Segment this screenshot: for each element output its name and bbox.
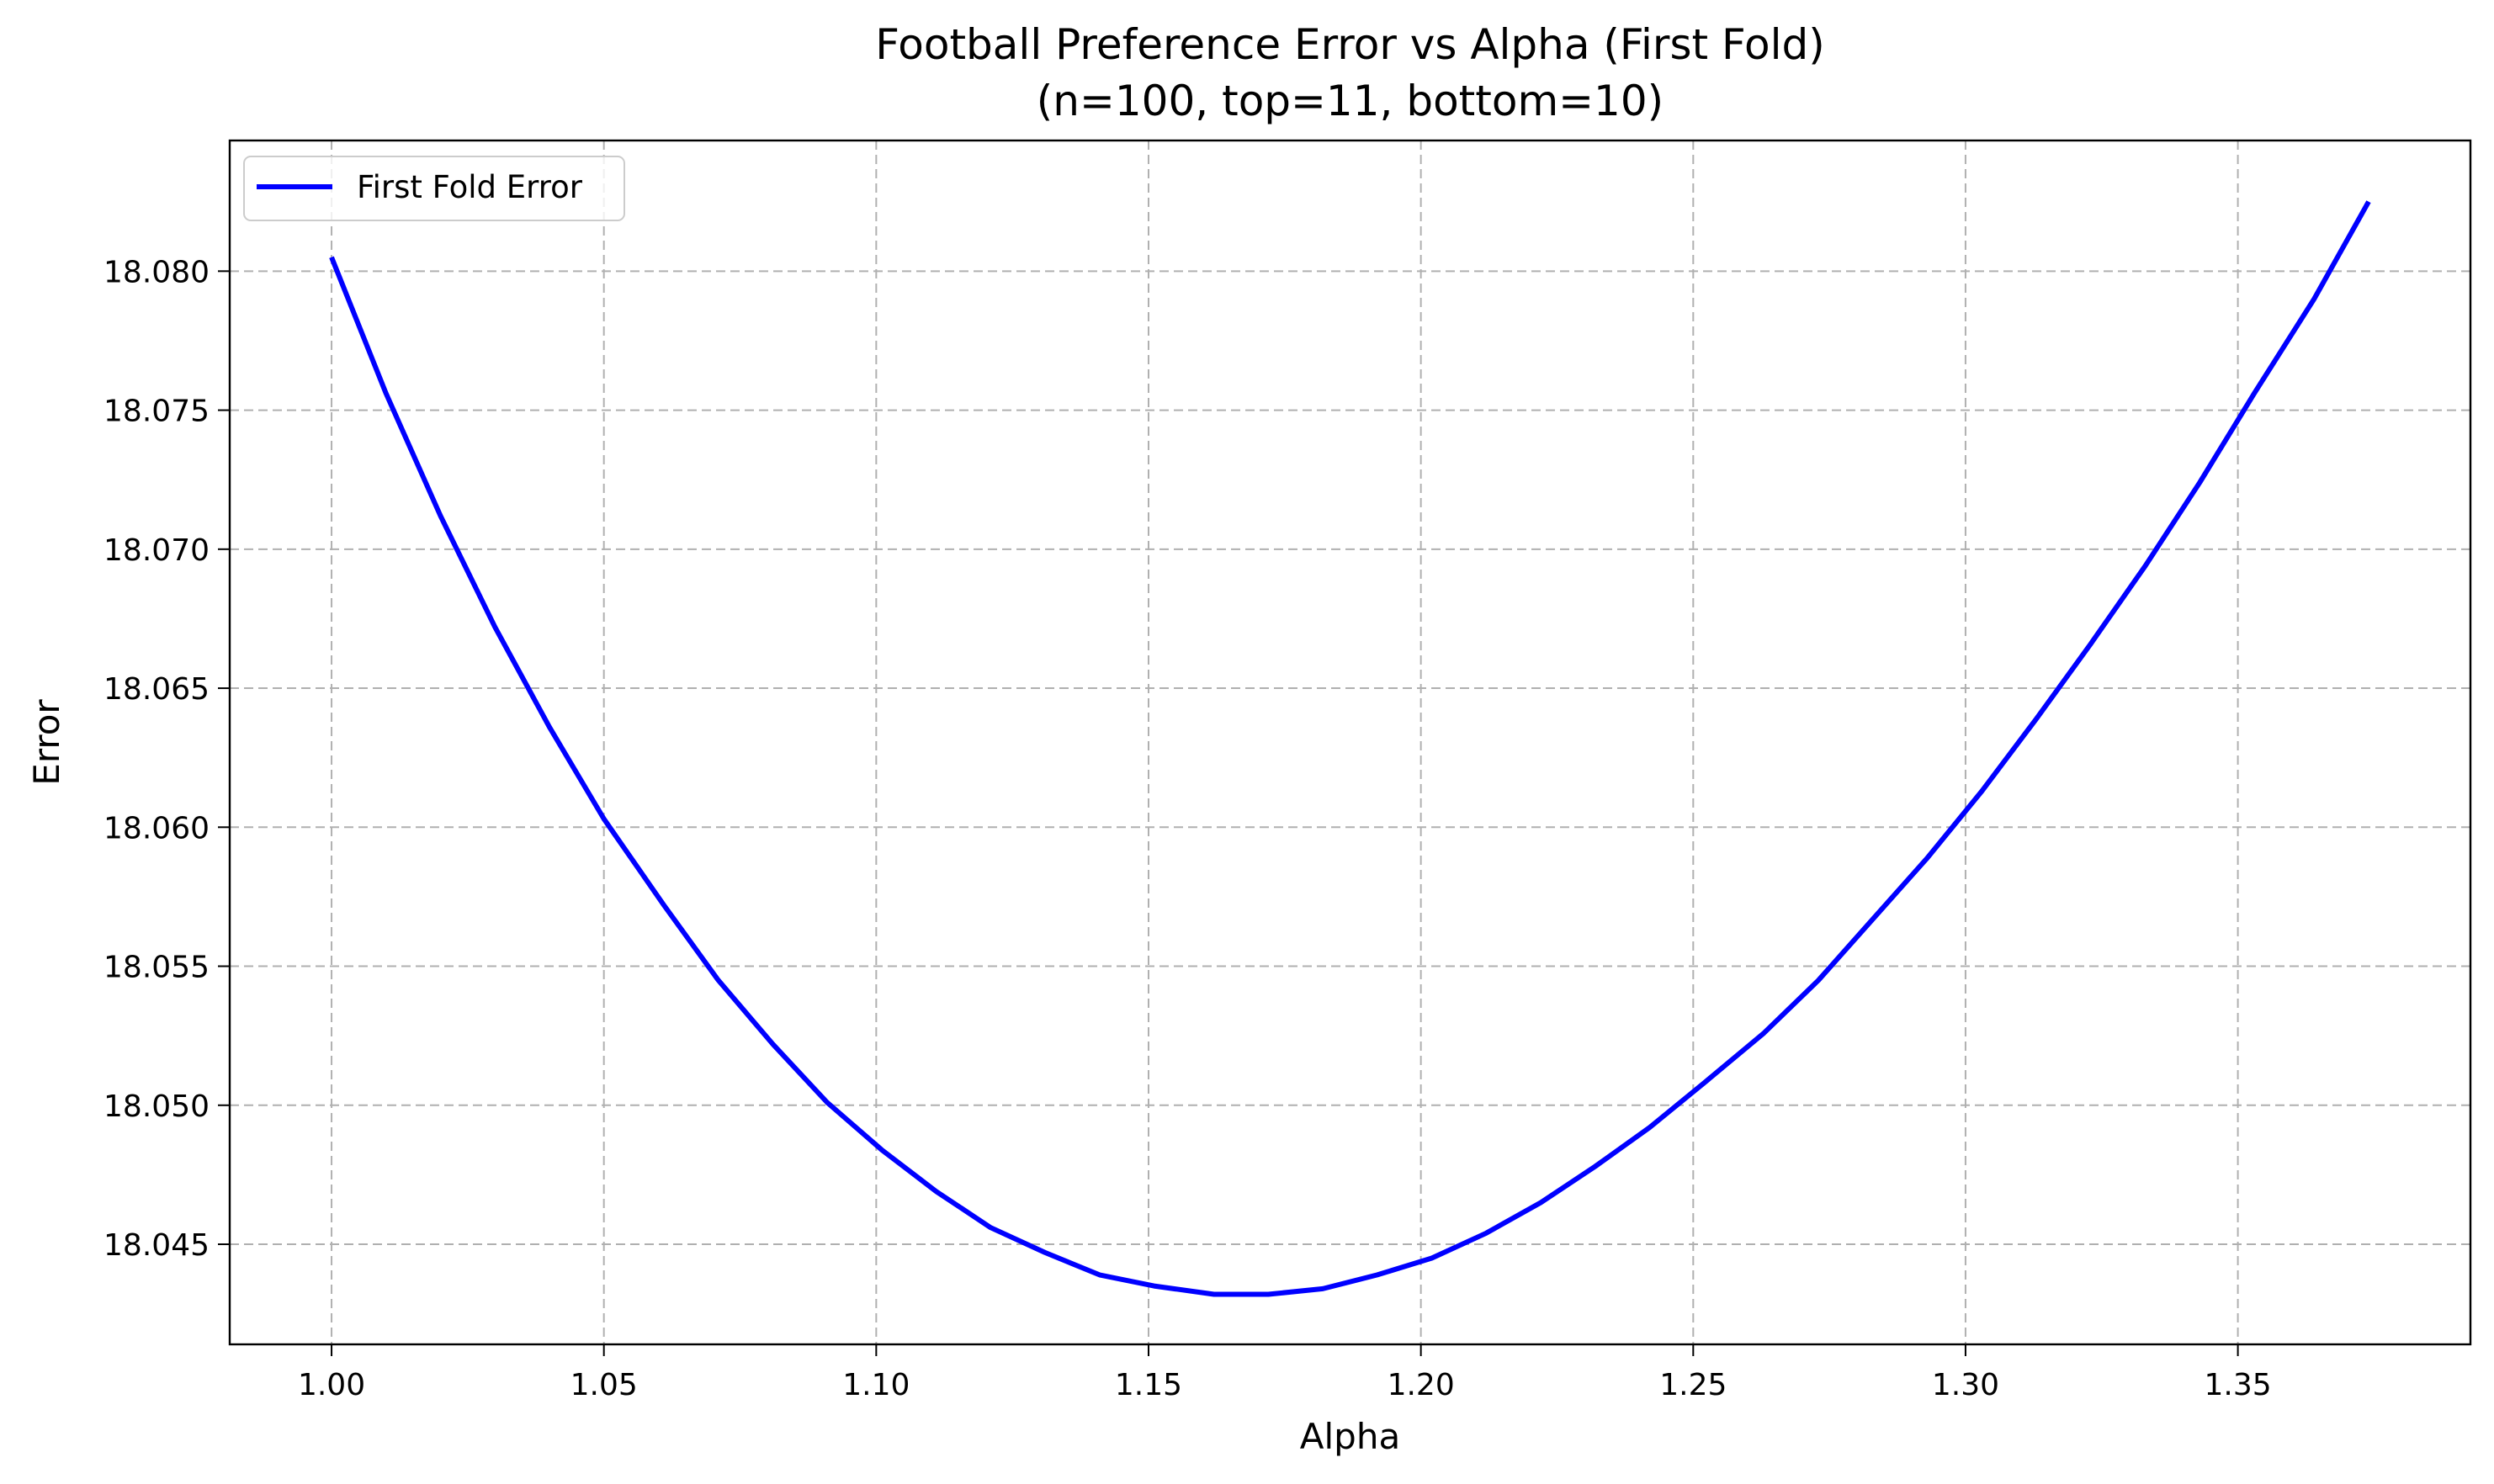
x-tick-label: 1.05 bbox=[570, 1368, 638, 1402]
legend: First Fold Error bbox=[243, 156, 625, 221]
y-tick-label: 18.075 bbox=[103, 395, 210, 429]
y-tick-label: 18.055 bbox=[103, 951, 210, 985]
ticks: 1.00 1.05 1.10 1.15 1.20 1.25 1.30 1.35 18.045 18… bbox=[103, 255, 2272, 1402]
chart-subtitle: (n=100, top=11, bottom=10) bbox=[1037, 77, 1664, 125]
series-line bbox=[329, 200, 2371, 1297]
x-tick-label: 1.15 bbox=[1115, 1368, 1182, 1402]
grid bbox=[230, 140, 2470, 1344]
y-axis-label: Error bbox=[26, 699, 67, 786]
y-tick-label: 18.050 bbox=[103, 1089, 210, 1124]
y-tick-label: 18.070 bbox=[103, 533, 210, 568]
x-tick-label: 1.25 bbox=[1659, 1368, 1727, 1402]
chart-title: Football Preference Error vs Alpha (Firs… bbox=[875, 20, 1824, 69]
y-tick-label: 18.045 bbox=[103, 1228, 210, 1263]
legend-label: First Fold Error bbox=[357, 169, 583, 205]
series-layer bbox=[329, 200, 2371, 1297]
x-tick-label: 1.00 bbox=[298, 1368, 365, 1402]
x-tick-label: 1.35 bbox=[2205, 1368, 2272, 1402]
legend-box bbox=[243, 156, 625, 221]
x-tick-label: 1.20 bbox=[1388, 1368, 1455, 1402]
y-tick-label: 18.060 bbox=[103, 811, 210, 845]
plot-frame bbox=[228, 139, 2472, 1346]
x-tick-label: 1.30 bbox=[1932, 1368, 1999, 1402]
x-tick-label: 1.10 bbox=[842, 1368, 910, 1402]
y-tick-label: 18.080 bbox=[103, 255, 210, 289]
y-tick-label: 18.065 bbox=[103, 672, 210, 707]
x-axis-label: Alpha bbox=[1300, 1416, 1400, 1457]
